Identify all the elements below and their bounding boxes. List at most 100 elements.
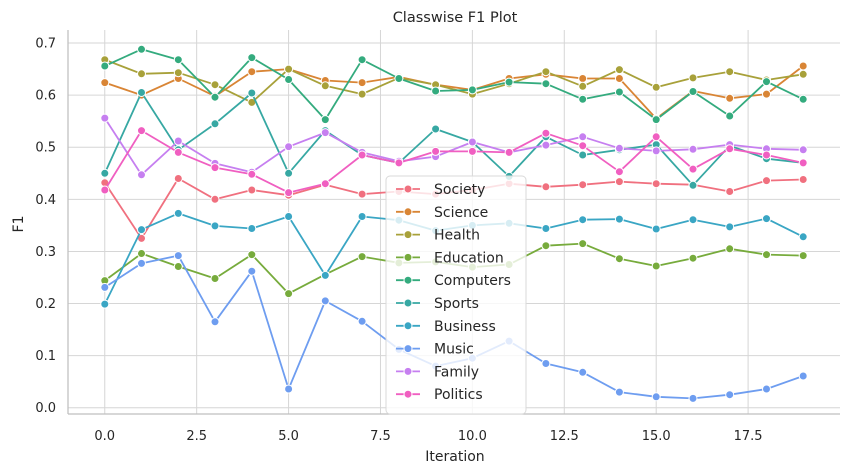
data-point <box>100 299 110 309</box>
data-point <box>725 222 735 232</box>
data-point <box>320 115 330 125</box>
data-point <box>137 258 146 268</box>
data-point <box>247 88 257 98</box>
legend-item: Politics <box>396 387 483 403</box>
legend: Society Science Health Education Computers Sp… <box>385 175 527 415</box>
data-point <box>284 64 294 74</box>
data-point <box>247 250 257 260</box>
data-point <box>320 128 330 138</box>
y-tick-label: 0.6 <box>35 89 56 104</box>
data-point <box>762 384 771 394</box>
data-point <box>688 73 698 83</box>
series-science <box>100 61 808 124</box>
data-point <box>762 150 771 160</box>
data-point <box>762 214 771 224</box>
data-point <box>357 55 367 65</box>
data-point <box>431 124 441 134</box>
data-point <box>137 44 146 54</box>
y-tick-label: 0.7 <box>35 37 56 52</box>
y-axis-label: F1 <box>11 216 27 233</box>
legend-item: Business <box>396 319 496 335</box>
data-point <box>541 241 551 251</box>
data-point <box>541 140 551 150</box>
data-point <box>210 274 220 283</box>
y-tick-label: 0.0 <box>35 401 56 416</box>
data-point <box>284 168 294 178</box>
data-point <box>798 158 808 168</box>
data-point <box>578 367 588 377</box>
data-point <box>173 68 183 78</box>
data-point <box>578 150 588 160</box>
data-point <box>357 89 367 99</box>
data-point <box>541 79 551 89</box>
x-tick-label: 7.5 <box>370 429 391 444</box>
data-point <box>247 53 257 63</box>
data-point <box>394 158 404 168</box>
data-point <box>798 61 808 71</box>
legend-swatch-marker <box>403 344 413 354</box>
data-point <box>614 214 624 224</box>
legend-item: Sports <box>396 296 479 312</box>
data-point <box>357 212 367 221</box>
data-point <box>137 225 146 235</box>
data-point <box>688 253 698 263</box>
x-tick-label: 5.0 <box>278 429 299 444</box>
data-point <box>688 144 698 154</box>
data-point <box>210 119 220 129</box>
data-point <box>137 69 146 79</box>
data-point <box>210 80 220 90</box>
data-point <box>578 180 588 190</box>
data-point <box>798 175 808 184</box>
series-sports <box>100 88 808 190</box>
x-tick-label: 10.0 <box>458 429 487 444</box>
data-point <box>798 251 808 261</box>
data-point <box>688 164 698 174</box>
legend-item: Health <box>396 228 480 244</box>
data-point <box>284 75 294 84</box>
legend-label: Science <box>434 205 488 221</box>
ticks: 0.0 2.5 5.0 7.5 10.0 12.5 15.0 17.5 0.0 0.1 0.2 0.3… <box>35 37 762 444</box>
data-point <box>247 266 257 276</box>
legend-swatch-marker <box>403 275 413 285</box>
data-point <box>320 81 330 91</box>
data-point <box>100 113 110 123</box>
data-point <box>651 261 661 271</box>
data-point <box>651 179 661 189</box>
data-point <box>651 224 661 234</box>
data-point <box>651 392 661 402</box>
data-point <box>173 136 183 146</box>
data-point <box>725 67 735 77</box>
data-point <box>357 150 367 160</box>
legend-swatch-marker <box>403 207 413 217</box>
data-point <box>467 85 477 95</box>
series-line <box>104 117 804 176</box>
legend-label: Music <box>434 342 474 358</box>
data-point <box>578 215 588 225</box>
data-point <box>173 55 183 65</box>
legend-item: Computers <box>396 273 511 289</box>
data-point <box>651 146 661 156</box>
legend-label: Computers <box>434 273 511 289</box>
data-point <box>357 78 367 88</box>
data-point <box>394 74 404 83</box>
data-point <box>173 208 183 218</box>
legend-box <box>385 175 527 415</box>
data-point <box>431 146 441 156</box>
data-point <box>431 86 441 96</box>
data-point <box>173 147 183 157</box>
data-point <box>688 180 698 190</box>
data-point <box>725 144 735 154</box>
data-point <box>798 69 808 79</box>
data-point <box>725 111 735 121</box>
legend-label: Family <box>434 364 479 380</box>
x-tick-label: 17.5 <box>734 429 763 444</box>
data-point <box>541 67 551 77</box>
data-point <box>284 384 294 394</box>
data-point <box>210 317 220 327</box>
data-point <box>210 194 220 204</box>
y-tick-label: 0.1 <box>35 349 56 364</box>
data-point <box>320 179 330 189</box>
legend-label: Health <box>434 228 480 244</box>
x-tick-label: 12.5 <box>550 429 579 444</box>
data-point <box>137 249 146 258</box>
